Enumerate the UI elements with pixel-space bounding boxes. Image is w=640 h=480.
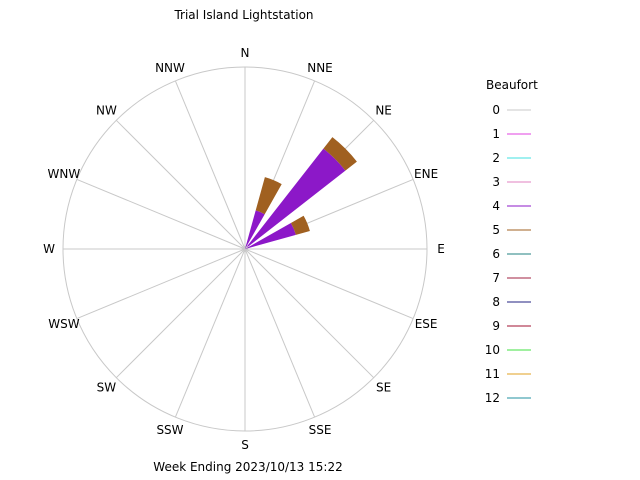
legend-label: 10 bbox=[485, 343, 500, 357]
direction-label-ese: ESE bbox=[415, 317, 438, 331]
direction-label-ssw: SSW bbox=[156, 423, 183, 437]
legend-item-8: 8 bbox=[492, 295, 531, 309]
sector-ne-beaufort-4 bbox=[247, 148, 346, 247]
legend-item-3: 3 bbox=[492, 175, 531, 189]
legend-label: 12 bbox=[485, 391, 500, 405]
spoke-wnw bbox=[76, 178, 246, 250]
chart-title: Trial Island Lightstation bbox=[173, 8, 313, 22]
legend-item-2: 2 bbox=[492, 151, 531, 165]
legend-label: 2 bbox=[492, 151, 500, 165]
legend-item-12: 12 bbox=[485, 391, 531, 405]
sector-ne-beaufort-0 bbox=[245, 246, 248, 249]
legend-item-10: 10 bbox=[485, 343, 531, 357]
spoke-ese bbox=[244, 248, 414, 320]
direction-label-w: W bbox=[43, 242, 55, 256]
legend-label: 9 bbox=[492, 319, 500, 333]
spoke-sw bbox=[115, 248, 246, 379]
direction-label-e: E bbox=[437, 242, 445, 256]
direction-label-wsw: WSW bbox=[48, 317, 79, 331]
direction-label-sse: SSE bbox=[309, 423, 332, 437]
sector-ne-beaufort-5 bbox=[323, 137, 357, 171]
direction-label-wnw: WNW bbox=[48, 167, 81, 181]
direction-label-nne: NNE bbox=[307, 61, 333, 75]
legend-label: 8 bbox=[492, 295, 500, 309]
direction-label-s: S bbox=[241, 438, 249, 452]
direction-label-se: SE bbox=[376, 381, 391, 395]
legend-item-6: 6 bbox=[492, 247, 531, 261]
legend-item-9: 9 bbox=[492, 319, 531, 333]
spoke-se bbox=[244, 248, 375, 379]
legend-item-7: 7 bbox=[492, 271, 531, 285]
legend-label: 11 bbox=[485, 367, 500, 381]
spoke-nnw bbox=[174, 80, 246, 250]
spoke-wsw bbox=[76, 248, 246, 320]
legend-item-4: 4 bbox=[492, 199, 531, 213]
sector-ene-beaufort-5 bbox=[290, 215, 310, 235]
spoke-ssw bbox=[174, 248, 246, 418]
legend-item-11: 11 bbox=[485, 367, 531, 381]
legend-item-1: 1 bbox=[492, 127, 531, 141]
direction-label-sw: SW bbox=[97, 381, 117, 395]
direction-label-ene: ENE bbox=[414, 167, 438, 181]
legend-label: 1 bbox=[492, 127, 500, 141]
legend-label: 3 bbox=[492, 175, 500, 189]
legend-item-0: 0 bbox=[492, 103, 531, 117]
legend-label: 4 bbox=[492, 199, 500, 213]
legend-label: 0 bbox=[492, 103, 500, 117]
direction-label-n: N bbox=[241, 46, 250, 60]
legend-label: 6 bbox=[492, 247, 500, 261]
sector-ene-beaufort-4 bbox=[245, 223, 296, 249]
legend-title: Beaufort bbox=[486, 78, 538, 92]
direction-label-ne: NE bbox=[375, 103, 392, 117]
sector-nne-beaufort-5 bbox=[255, 177, 282, 215]
chart-footer: Week Ending 2023/10/13 15:22 bbox=[153, 460, 342, 474]
direction-labels: N NNE NE ENE E ESE SE SSE S SSW SW WSW W WNW NW NNW bbox=[43, 46, 445, 452]
legend-label: 5 bbox=[492, 223, 500, 237]
sector-nne-beaufort-4 bbox=[245, 210, 265, 249]
direction-label-nw: NW bbox=[96, 103, 117, 117]
spoke-nw bbox=[115, 119, 246, 250]
spoke-sse bbox=[244, 248, 316, 418]
direction-label-nnw: NNW bbox=[155, 61, 185, 75]
wind-sectors bbox=[245, 137, 357, 249]
polar-grid bbox=[62, 66, 428, 432]
legend-item-5: 5 bbox=[492, 223, 531, 237]
legend-label: 7 bbox=[492, 271, 500, 285]
